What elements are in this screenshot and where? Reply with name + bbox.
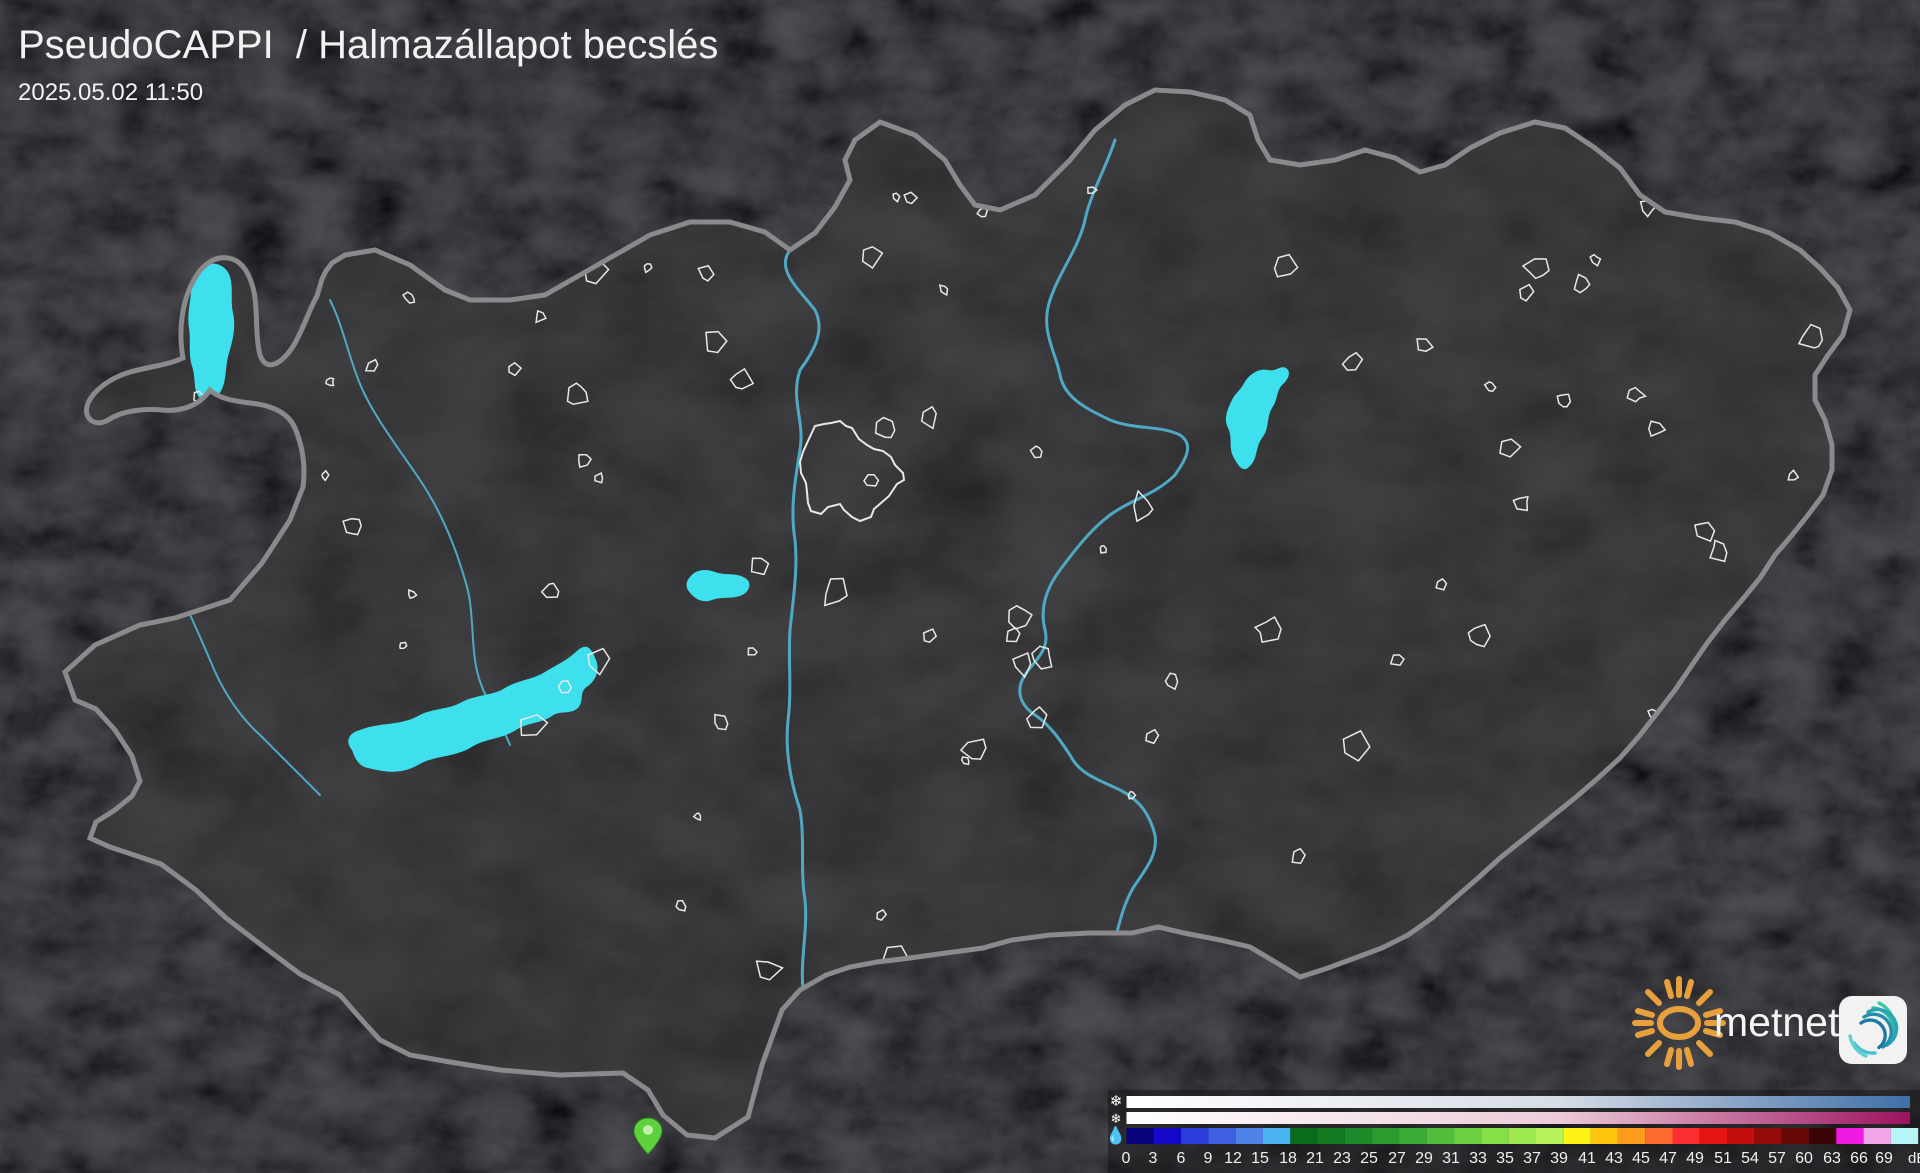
svg-text:15: 15 <box>1251 1150 1269 1167</box>
svg-text:33: 33 <box>1469 1150 1487 1167</box>
svg-text:2025.05.02 11:50: 2025.05.02 11:50 <box>18 79 203 106</box>
svg-text:57: 57 <box>1768 1150 1786 1167</box>
svg-text:💧: 💧 <box>1105 1125 1126 1145</box>
svg-text:60: 60 <box>1795 1150 1813 1167</box>
svg-text:66: 66 <box>1850 1150 1868 1167</box>
svg-text:39: 39 <box>1550 1150 1568 1167</box>
svg-text:❄: ❄ <box>1110 1093 1123 1110</box>
svg-text:47: 47 <box>1659 1150 1677 1167</box>
svg-text:PseudoCAPPI / Halmazállapot b: PseudoCAPPI / Halmazállapot becslés <box>18 23 718 67</box>
svg-text:21: 21 <box>1306 1150 1324 1167</box>
svg-text:45: 45 <box>1632 1150 1650 1167</box>
svg-text:41: 41 <box>1578 1150 1596 1167</box>
svg-text:29: 29 <box>1415 1150 1433 1167</box>
svg-text:54: 54 <box>1741 1150 1759 1167</box>
svg-text:37: 37 <box>1523 1150 1541 1167</box>
svg-text:49: 49 <box>1686 1150 1704 1167</box>
svg-text:0: 0 <box>1122 1150 1131 1167</box>
svg-text:51: 51 <box>1714 1150 1732 1167</box>
svg-text:metnet: metnet <box>1714 999 1840 1045</box>
svg-text:9: 9 <box>1204 1150 1213 1167</box>
svg-text:25: 25 <box>1360 1150 1378 1167</box>
svg-text:35: 35 <box>1496 1150 1514 1167</box>
svg-text:6: 6 <box>1177 1150 1186 1167</box>
svg-text:12: 12 <box>1224 1150 1242 1167</box>
svg-text:23: 23 <box>1333 1150 1351 1167</box>
svg-text:31: 31 <box>1442 1150 1460 1167</box>
svg-text:69: 69 <box>1875 1150 1893 1167</box>
svg-text:63: 63 <box>1823 1150 1841 1167</box>
svg-text:43: 43 <box>1605 1150 1623 1167</box>
svg-text:18: 18 <box>1279 1150 1297 1167</box>
svg-text:27: 27 <box>1388 1150 1406 1167</box>
svg-text:❄: ❄ <box>1111 1111 1122 1126</box>
svg-text:3: 3 <box>1149 1150 1158 1167</box>
svg-text:dBZ: dBZ <box>1908 1150 1920 1167</box>
